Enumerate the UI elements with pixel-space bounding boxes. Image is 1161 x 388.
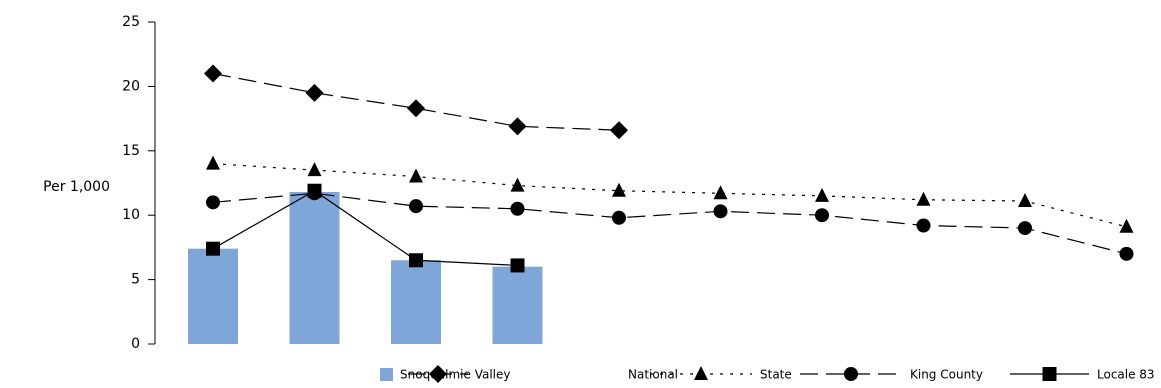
series-line bbox=[212, 190, 518, 267]
point bbox=[409, 168, 423, 183]
y-tick-label: 25 bbox=[122, 14, 140, 30]
point bbox=[1119, 246, 1134, 261]
point bbox=[1018, 193, 1032, 208]
point bbox=[305, 83, 324, 102]
legend-label: Snoqualmie Valley bbox=[400, 368, 510, 382]
point bbox=[407, 99, 425, 118]
legend-label: King County bbox=[910, 368, 983, 382]
point bbox=[206, 195, 220, 210]
y-tick-label: 0 bbox=[131, 336, 140, 352]
point bbox=[307, 162, 322, 177]
point bbox=[713, 185, 728, 200]
point bbox=[612, 182, 626, 197]
point bbox=[510, 258, 525, 273]
bar bbox=[492, 266, 543, 344]
legend-marker bbox=[694, 366, 708, 380]
point bbox=[206, 155, 220, 170]
point bbox=[612, 210, 626, 225]
series-line bbox=[212, 163, 1127, 228]
point bbox=[713, 204, 728, 219]
y-axis-label: Per 1,000 bbox=[43, 179, 110, 195]
point bbox=[815, 208, 829, 223]
point bbox=[510, 177, 525, 192]
bar bbox=[289, 192, 340, 344]
bar bbox=[391, 260, 441, 344]
point bbox=[1018, 221, 1032, 236]
point bbox=[307, 183, 322, 198]
point bbox=[815, 187, 829, 202]
point bbox=[916, 191, 931, 206]
legend-swatch bbox=[380, 368, 393, 381]
legend-label: State bbox=[760, 368, 792, 382]
series-line bbox=[212, 192, 1127, 255]
y-tick-label: 15 bbox=[122, 143, 140, 159]
y-tick-label: 10 bbox=[122, 207, 140, 223]
point bbox=[1119, 218, 1134, 233]
point bbox=[409, 199, 423, 214]
legend-marker bbox=[429, 365, 447, 383]
point bbox=[610, 121, 628, 140]
point bbox=[409, 253, 423, 268]
point bbox=[204, 64, 222, 83]
point bbox=[508, 117, 527, 136]
series-line bbox=[212, 72, 620, 131]
point bbox=[206, 241, 220, 256]
y-tick-label: 20 bbox=[122, 78, 140, 94]
legend-label: Locale 83 bbox=[1097, 368, 1155, 382]
legend-marker bbox=[1042, 367, 1057, 381]
legend-marker bbox=[844, 367, 858, 381]
point bbox=[510, 201, 525, 216]
legend-label: National bbox=[628, 368, 678, 382]
y-tick-label: 5 bbox=[131, 272, 140, 288]
bar bbox=[188, 248, 238, 344]
point bbox=[916, 218, 931, 233]
